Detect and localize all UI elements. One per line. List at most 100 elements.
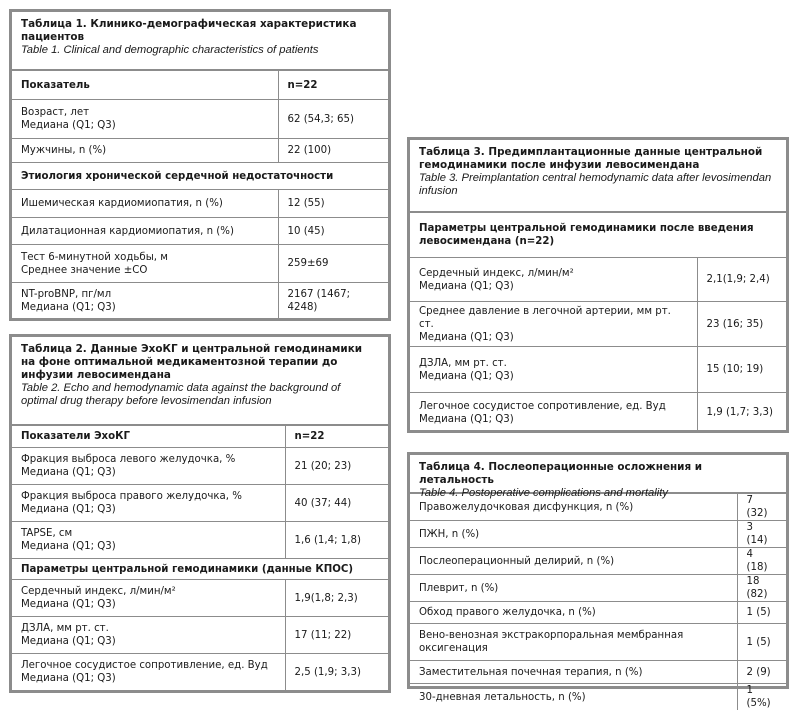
table-2: Таблица 2. Данные ЭхоКГ и центральной ге… (9, 334, 391, 693)
row-label: TAPSE, см Медиана (Q1; Q3) (12, 522, 285, 559)
caption-en: Table 3. Preimplantation central hemodyn… (419, 172, 777, 198)
row-value: 12 (55) (278, 190, 388, 218)
section-row: Этиология хронической сердечной недостат… (12, 163, 388, 190)
table-row: Легочное сосудистое сопротивление, ед. В… (12, 654, 388, 691)
caption-ru: Таблица 1. Клинико-демографическая харак… (21, 18, 379, 44)
row-value: 7 (32) (737, 494, 786, 521)
row-label: Параметры центральной гемодинамики (данн… (12, 559, 388, 580)
table-1: Таблица 1. Клинико-демографическая харак… (9, 9, 391, 321)
table-row: Обход правого желудочка, n (%)1 (5) (410, 602, 786, 624)
section-row: Параметры центральной гемодинамики после… (410, 213, 786, 258)
row-label: ПЖН, n (%) (410, 521, 737, 548)
table-caption: Таблица 2. Данные ЭхоКГ и центральной ге… (12, 337, 388, 425)
row-label: Сердечный индекс, л/мин/м² Медиана (Q1; … (410, 258, 697, 302)
table-row: Тест 6-минутной ходьбы, м Среднее значен… (12, 245, 388, 283)
row-value: 22 (100) (278, 139, 388, 163)
table-caption: Таблица 1. Клинико-демографическая харак… (12, 12, 388, 70)
table-row: Мужчины, n (%)22 (100) (12, 139, 388, 163)
row-value: 17 (11; 22) (285, 617, 388, 654)
data-table: Параметры центральной гемодинамики после… (410, 212, 786, 433)
row-label: Заместительная почечная терапия, n (%) (410, 661, 737, 684)
row-value: 15 (10; 19) (697, 347, 786, 393)
row-value: n=22 (278, 71, 388, 100)
table-row: Дилатационная кардиомиопатия, n (%)10 (4… (12, 218, 388, 245)
row-value: 21 (20; 23) (285, 448, 388, 485)
row-value: 2 (9) (737, 661, 786, 684)
caption-ru: Таблица 2. Данные ЭхоКГ и центральной ге… (21, 343, 379, 382)
table-row: Плеврит, n (%)18 (82) (410, 575, 786, 602)
row-value: n=22 (285, 426, 388, 448)
row-label: Послеоперационный делирий, n (%) (410, 548, 737, 575)
row-label: Показатель (12, 71, 278, 100)
row-label: Среднее давление в легочной артерии, мм … (410, 302, 697, 347)
caption-en: Table 2. Echo and hemodynamic data again… (21, 382, 379, 408)
row-value: 10 (45) (278, 218, 388, 245)
row-value: 2,1(1,9; 2,4) (697, 258, 786, 302)
row-label: 30-дневная летальность, n (%) (410, 684, 737, 710)
row-value: 62 (54,3; 65) (278, 100, 388, 139)
row-label: Обход правого желудочка, n (%) (410, 602, 737, 624)
row-label: Фракция выброса правого желудочка, % Мед… (12, 485, 285, 522)
section-row: Параметры центральной гемодинамики (данн… (12, 559, 388, 580)
row-label: Этиология хронической сердечной недостат… (12, 163, 388, 190)
table-row: Возраст, лет Медиана (Q1; Q3)62 (54,3; 6… (12, 100, 388, 139)
table-row: Среднее давление в легочной артерии, мм … (410, 302, 786, 347)
table-row: Легочное сосудистое сопротивление, ед. В… (410, 393, 786, 433)
table-row: Фракция выброса левого желудочка, % Меди… (12, 448, 388, 485)
row-label: Показатели ЭхоКГ (12, 426, 285, 448)
row-label: NT-proBNP, пг/мл Медиана (Q1; Q3) (12, 283, 278, 320)
caption-ru: Таблица 4. Послеоперационные осложнения … (419, 461, 777, 487)
row-label: ДЗЛА, мм рт. ст. Медиана (Q1; Q3) (12, 617, 285, 654)
table-row: NT-proBNP, пг/мл Медиана (Q1; Q3)2167 (1… (12, 283, 388, 320)
table-caption: Таблица 4. Послеоперационные осложнения … (410, 455, 786, 493)
table-row: TAPSE, см Медиана (Q1; Q3)1,6 (1,4; 1,8) (12, 522, 388, 559)
table-row: Сердечный индекс, л/мин/м² Медиана (Q1; … (12, 580, 388, 617)
table-row: ПЖН, n (%)3 (14) (410, 521, 786, 548)
row-label: Ишемическая кардиомиопатия, n (%) (12, 190, 278, 218)
row-label: Параметры центральной гемодинамики после… (410, 213, 786, 258)
table-row: 30-дневная летальность, n (%)1 (5%) (410, 684, 786, 710)
row-value: 1,9 (1,7; 3,3) (697, 393, 786, 433)
row-value: 1,6 (1,4; 1,8) (285, 522, 388, 559)
row-value: 2167 (1467; 4248) (278, 283, 388, 320)
row-value: 18 (82) (737, 575, 786, 602)
row-label: Сердечный индекс, л/мин/м² Медиана (Q1; … (12, 580, 285, 617)
row-label: Легочное сосудистое сопротивление, ед. В… (12, 654, 285, 691)
row-label: Плеврит, n (%) (410, 575, 737, 602)
data-table: Правожелудочковая дисфункция, n (%)7 (32… (410, 493, 786, 710)
row-value: 1,9(1,8; 2,3) (285, 580, 388, 617)
table-caption: Таблица 3. Предимплантационные данные це… (410, 140, 786, 212)
table-row: Послеоперационный делирий, n (%)4 (18) (410, 548, 786, 575)
row-value: 23 (16; 35) (697, 302, 786, 347)
table-row: Фракция выброса правого желудочка, % Мед… (12, 485, 388, 522)
table-4: Таблица 4. Послеоперационные осложнения … (407, 452, 789, 689)
row-value: 1 (5%) (737, 684, 786, 710)
row-value: 1 (5) (737, 624, 786, 661)
table-row: Ишемическая кардиомиопатия, n (%)12 (55) (12, 190, 388, 218)
table-row: Сердечный индекс, л/мин/м² Медиана (Q1; … (410, 258, 786, 302)
row-value: 1 (5) (737, 602, 786, 624)
table-row: ДЗЛА, мм рт. ст. Медиана (Q1; Q3)17 (11;… (12, 617, 388, 654)
table-row: ДЗЛА, мм рт. ст. Медиана (Q1; Q3)15 (10;… (410, 347, 786, 393)
row-label: Легочное сосудистое сопротивление, ед. В… (410, 393, 697, 433)
row-label: Фракция выброса левого желудочка, % Меди… (12, 448, 285, 485)
table-3: Таблица 3. Предимплантационные данные це… (407, 137, 789, 433)
caption-ru: Таблица 3. Предимплантационные данные це… (419, 146, 777, 172)
row-label: Тест 6-минутной ходьбы, м Среднее значен… (12, 245, 278, 283)
row-label: Вено-венозная экстракорпоральная мембран… (410, 624, 737, 661)
row-value: 2,5 (1,9; 3,3) (285, 654, 388, 691)
row-label: Возраст, лет Медиана (Q1; Q3) (12, 100, 278, 139)
table-row: Вено-венозная экстракорпоральная мембран… (410, 624, 786, 661)
row-label: ДЗЛА, мм рт. ст. Медиана (Q1; Q3) (410, 347, 697, 393)
row-label: Дилатационная кардиомиопатия, n (%) (12, 218, 278, 245)
caption-en: Table 1. Clinical and demographic charac… (21, 44, 379, 57)
table-row: Заместительная почечная терапия, n (%)2 … (410, 661, 786, 684)
row-value: 3 (14) (737, 521, 786, 548)
row-value: 259±69 (278, 245, 388, 283)
row-value: 4 (18) (737, 548, 786, 575)
row-value: 40 (37; 44) (285, 485, 388, 522)
